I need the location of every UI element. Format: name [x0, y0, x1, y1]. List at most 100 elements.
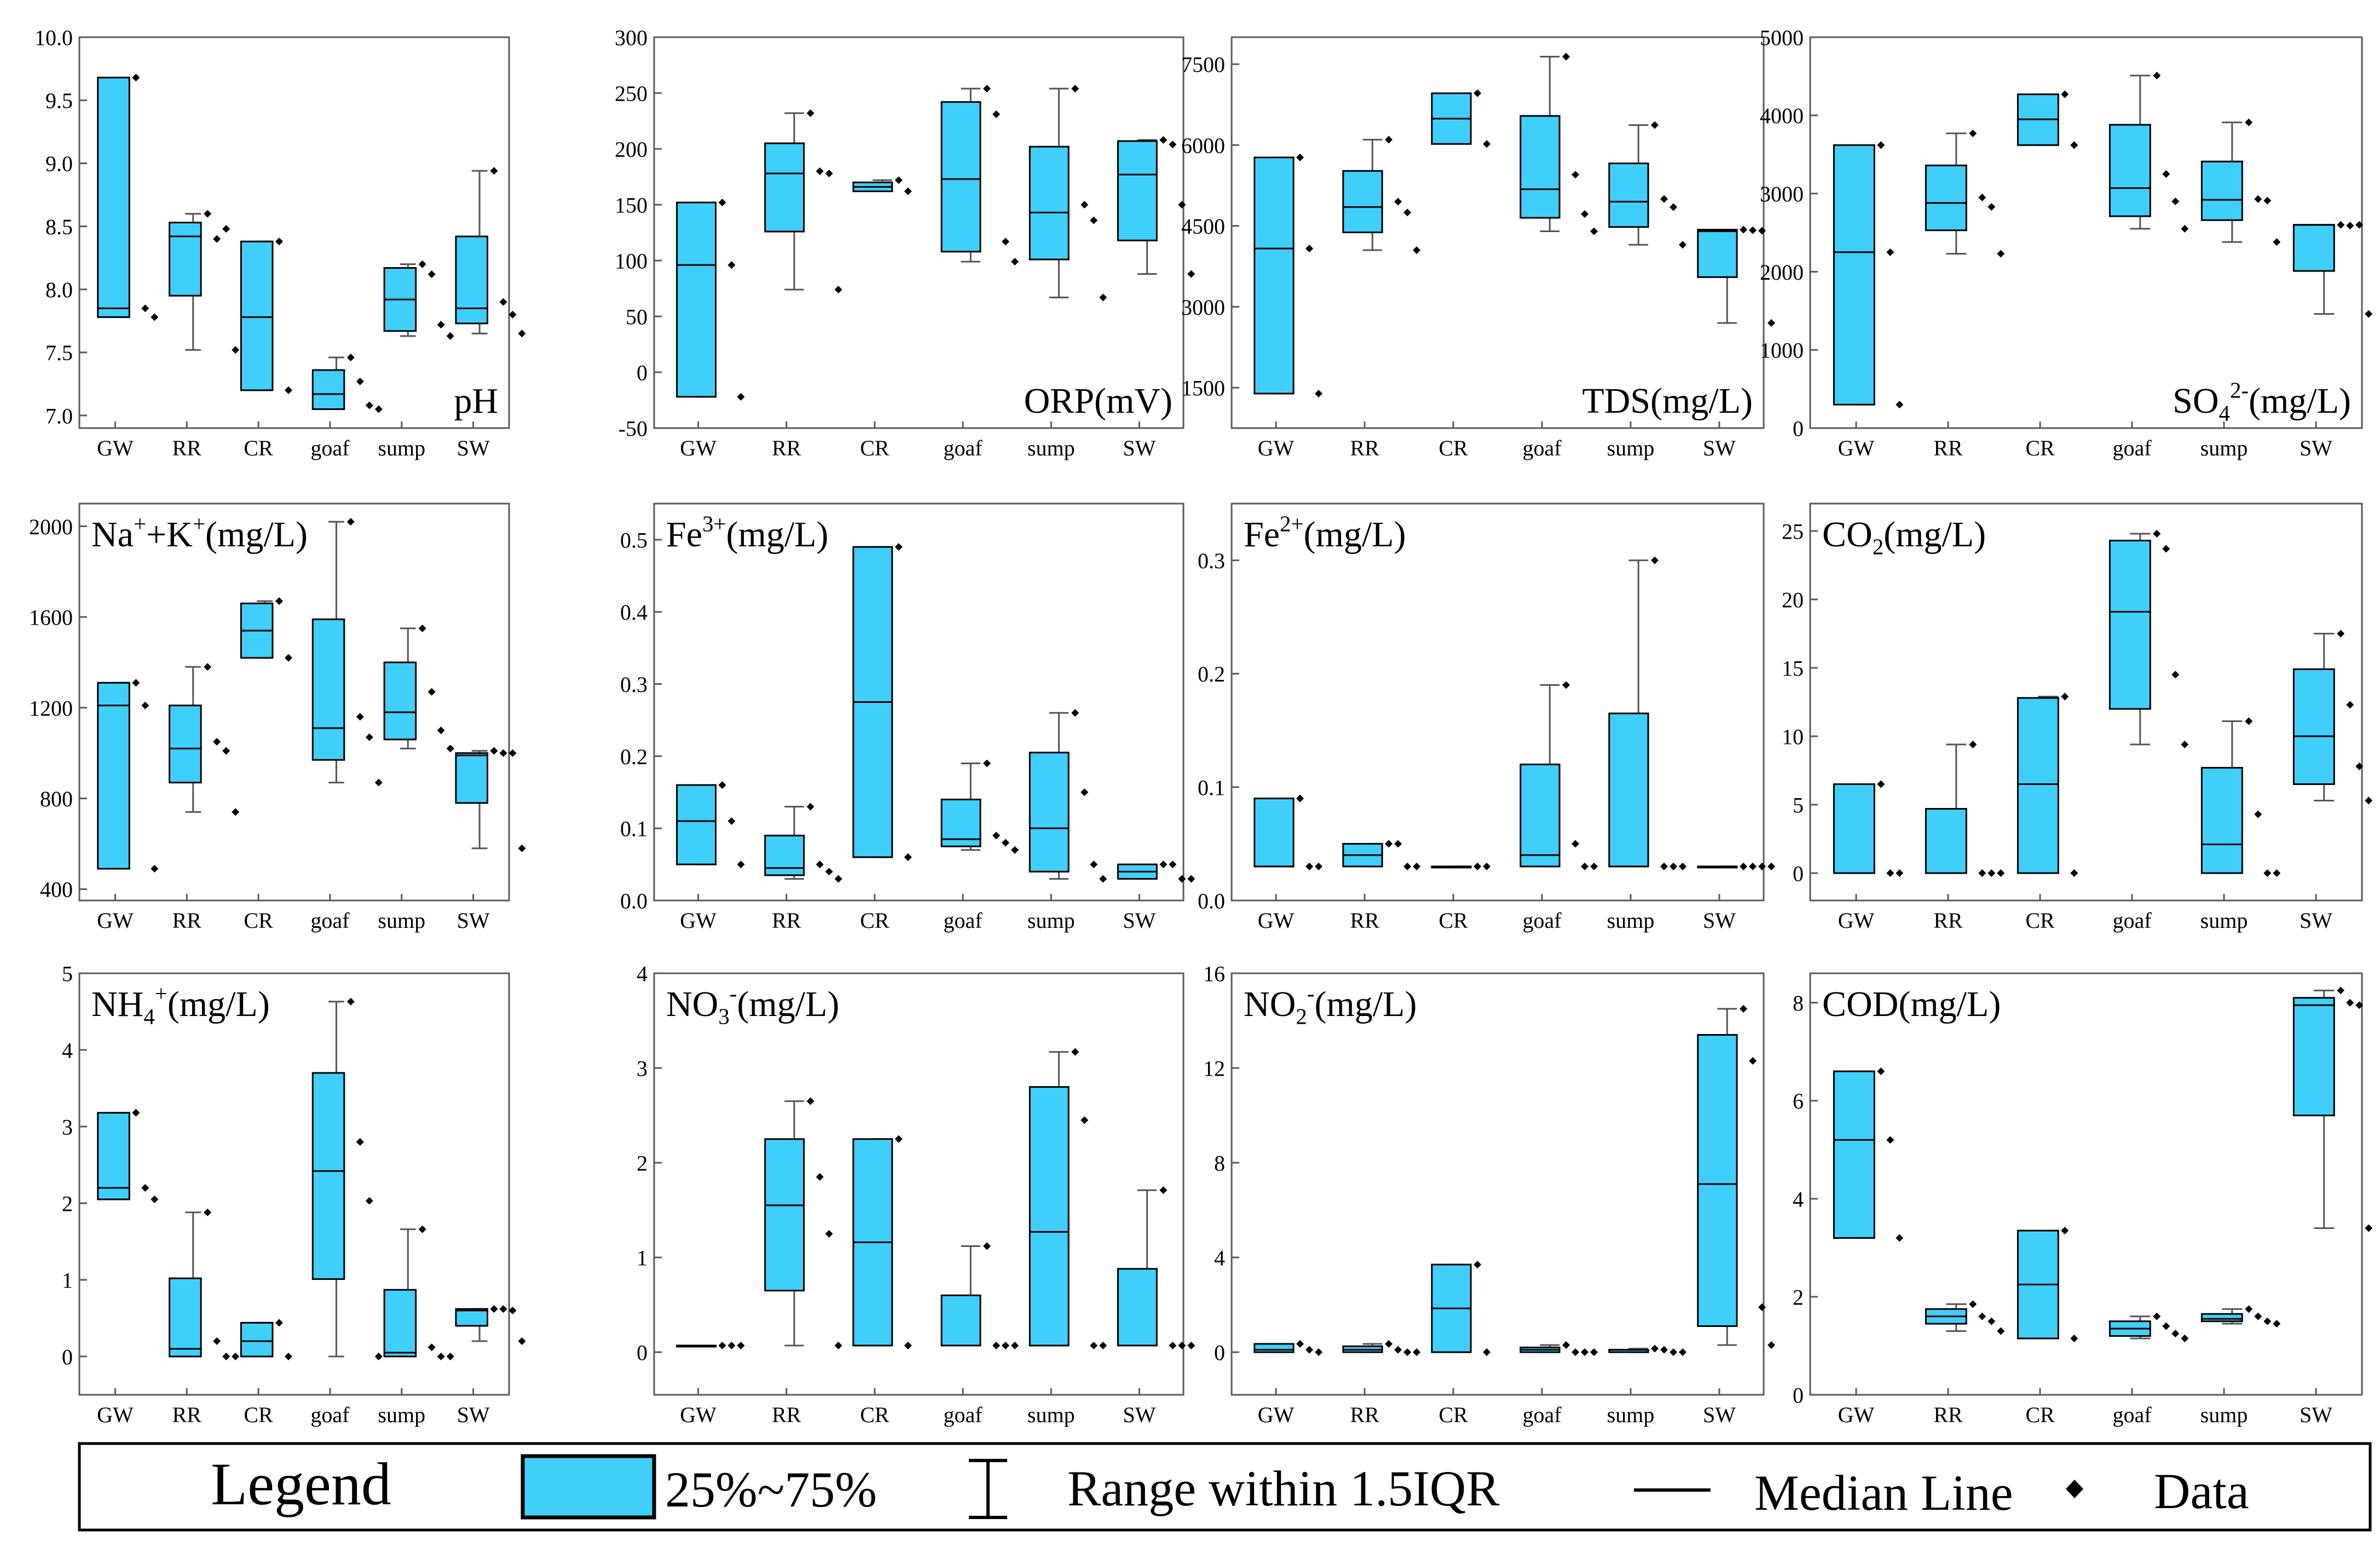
data-point	[1483, 140, 1491, 148]
x-tick-label-sump: sump	[1607, 1402, 1655, 1427]
data-point	[2153, 71, 2161, 79]
y-tick-label: 3000	[1181, 295, 1225, 320]
x-tick-label-gw: GW	[97, 1402, 134, 1427]
data-point	[1081, 201, 1089, 209]
data-point	[365, 733, 373, 741]
box-goaf	[1520, 681, 1598, 870]
x-tick-label-cr: CR	[860, 1402, 889, 1427]
data-point	[1474, 862, 1482, 870]
iqr-box	[1029, 752, 1070, 873]
data-point	[1886, 869, 1894, 877]
iqr-box	[1697, 229, 1738, 278]
data-point	[1749, 1057, 1757, 1065]
data-point	[518, 1337, 526, 1345]
data-point	[1978, 193, 1986, 201]
data-point	[1315, 1348, 1323, 1356]
data-point	[1896, 401, 1904, 409]
data-point	[356, 713, 364, 721]
box-rr	[1342, 840, 1421, 870]
data-point	[509, 1307, 517, 1314]
box-rr	[169, 663, 240, 816]
data-point	[1305, 245, 1314, 253]
y-tick-label: 2	[1793, 1285, 1804, 1309]
data-point	[1010, 846, 1019, 854]
data-point	[509, 749, 517, 757]
legend-range-label: Range within 1.5IQR	[1067, 1460, 1500, 1516]
x-tick-label-goaf: goaf	[944, 436, 983, 460]
data-point	[1997, 1327, 2005, 1335]
data-point	[1315, 389, 1323, 397]
data-point	[904, 853, 912, 861]
y-tick-label: 0	[62, 1344, 73, 1369]
data-point	[1988, 869, 1996, 877]
box-rr	[764, 109, 842, 294]
data-point	[825, 868, 833, 876]
x-tick-label-rr: RR	[1933, 908, 1963, 933]
data-point	[1988, 1317, 1996, 1325]
x-tick-label-rr: RR	[1933, 436, 1963, 460]
panel-9: 0 1 2 3 4 5 GW RR CR goaf sump SW NH4​+​(mg/L)	[62, 961, 526, 1427]
data-point	[284, 1353, 292, 1360]
x-tick-label-goaf: goaf	[310, 908, 350, 933]
data-point	[1581, 210, 1589, 218]
x-tick-label-cr: CR	[244, 908, 273, 933]
y-tick-label: 0.0	[620, 888, 648, 913]
y-tick-label: 2000	[29, 515, 73, 539]
x-tick-label-sump: sump	[1607, 436, 1655, 460]
y-tick-label: 8	[1214, 1151, 1225, 1175]
box-gw	[97, 679, 159, 873]
box-sw	[2292, 986, 2373, 1232]
data-point	[834, 1342, 842, 1350]
box-sump	[1608, 1344, 1687, 1356]
x-tick-label-cr: CR	[244, 1402, 273, 1427]
iqr-box	[97, 682, 130, 870]
data-point	[2061, 692, 2069, 701]
data-point	[418, 1225, 426, 1233]
data-point	[275, 597, 283, 605]
box-rr	[1342, 136, 1421, 255]
data-point	[2337, 986, 2345, 995]
iqr-box	[1029, 1086, 1070, 1347]
y-tick-label: 0.3	[1198, 549, 1225, 573]
box-rr	[169, 210, 240, 354]
x-tick-label-goaf: goaf	[2112, 908, 2152, 933]
box-gw	[1253, 153, 1323, 397]
data-point	[2346, 998, 2354, 1007]
box-sw	[2292, 630, 2373, 805]
box-rr	[764, 1097, 842, 1350]
iqr-box	[2109, 124, 2151, 217]
iqr-box	[2200, 1313, 2243, 1323]
data-point	[1010, 258, 1019, 266]
box-sump	[2200, 118, 2281, 246]
x-tick-label-sump: sump	[2200, 908, 2248, 933]
x-tick-label-goaf: goaf	[2112, 1402, 2152, 1427]
box-goaf	[1520, 1341, 1598, 1356]
iqr-box	[169, 705, 202, 784]
y-tick-label: 7500	[1181, 53, 1225, 77]
y-tick-label: 0	[637, 1341, 648, 1365]
data-point	[1394, 840, 1402, 848]
data-point	[1997, 250, 2005, 258]
data-point	[2355, 1001, 2364, 1009]
data-point	[141, 1184, 149, 1192]
iqr-box	[940, 101, 981, 253]
data-point	[2355, 221, 2364, 229]
data-point	[1670, 1348, 1678, 1356]
data-point	[1877, 1067, 1885, 1076]
data-point	[1394, 1346, 1402, 1354]
data-point	[1099, 875, 1107, 883]
panel-2: -50 0 50 100 150 200 250 300 GW RR CR goaf sump SW ORP…	[615, 25, 1195, 460]
data-point	[213, 1337, 221, 1345]
iqr-box	[2200, 767, 2243, 874]
data-point	[1651, 1344, 1659, 1353]
x-tick-label-cr: CR	[244, 436, 273, 460]
box-sump	[1608, 121, 1687, 249]
data-point	[1896, 869, 1904, 877]
x-tick-label-gw: GW	[680, 436, 717, 460]
panel-6: 0.0 0.1 0.2 0.3 0.4 0.5 GW RR CR goaf sump SW Fe3+​(…	[620, 503, 1195, 933]
data-point	[1159, 136, 1168, 144]
y-tick-label: 1000	[1760, 338, 1804, 363]
y-tick-label: 1	[62, 1268, 73, 1292]
iqr-box	[1833, 1070, 1875, 1239]
data-point	[718, 198, 726, 206]
